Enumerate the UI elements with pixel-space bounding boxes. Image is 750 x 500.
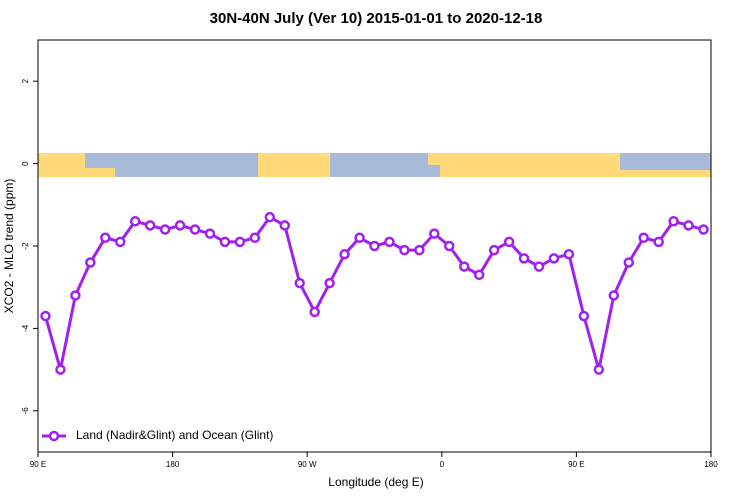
data-point	[354, 232, 365, 244]
legend-marker	[48, 430, 60, 442]
data-point	[324, 277, 335, 289]
data-point	[563, 248, 575, 260]
data-point	[503, 236, 515, 248]
data-point	[100, 232, 111, 244]
y-tick-label: -6	[21, 407, 30, 415]
data-point	[294, 277, 305, 289]
data-point	[608, 290, 620, 301]
data-point	[533, 261, 545, 272]
data-point	[40, 310, 51, 322]
data-point	[219, 236, 231, 248]
x-axis-title: Longitude (deg E)	[328, 475, 423, 489]
x-tick-label: 180	[166, 460, 180, 469]
data-point	[144, 220, 156, 231]
data-point	[174, 220, 186, 231]
series-line	[44, 215, 704, 371]
y-tick-label: 2	[21, 78, 30, 83]
data-point	[384, 236, 395, 248]
data-point	[339, 248, 350, 260]
data-point	[309, 306, 320, 318]
data-point	[234, 236, 246, 248]
data-point	[264, 211, 276, 223]
map-strip	[38, 153, 711, 177]
x-tick-label: 90 E	[30, 460, 46, 469]
data-point	[279, 220, 291, 231]
data-point	[638, 232, 649, 244]
data-point	[70, 290, 81, 301]
x-tick-label: 90 E	[568, 460, 584, 469]
data-point	[399, 244, 410, 256]
data-point	[189, 224, 201, 235]
chart-title: 30N-40N July (Ver 10) 2015-01-01 to 2020…	[210, 10, 543, 27]
data-point	[204, 228, 216, 239]
y-tick-label: 0	[21, 161, 30, 166]
x-tick-label: 0	[440, 460, 445, 469]
data-point	[429, 228, 440, 239]
data-point	[473, 269, 485, 281]
data-point	[668, 216, 679, 227]
data-point	[369, 240, 380, 252]
data-point	[518, 253, 530, 264]
data-point	[115, 236, 126, 248]
legend-label: Land (Nadir&Glint) and Ocean (Glint)	[76, 428, 273, 442]
data-point	[698, 224, 709, 235]
data-point	[578, 310, 590, 322]
data-point	[623, 257, 634, 268]
data-point	[85, 257, 96, 268]
data-point	[683, 220, 694, 231]
data-point	[548, 253, 560, 264]
data-point	[653, 236, 664, 248]
data-point	[249, 232, 261, 244]
y-axis-title: XCO2 - MLO trend (ppm)	[2, 179, 16, 314]
data-point	[593, 364, 605, 375]
data-point	[159, 224, 171, 235]
data-point	[414, 244, 425, 256]
data-point	[55, 364, 66, 375]
data-point	[458, 261, 470, 272]
y-tick-label: -4	[21, 324, 30, 332]
x-tick-label: 90 W	[298, 460, 317, 469]
data-point	[488, 244, 500, 256]
x-tick-label: 180	[704, 460, 718, 469]
data-point	[129, 216, 141, 227]
y-tick-label: -2	[21, 242, 30, 250]
data-point	[444, 240, 455, 252]
